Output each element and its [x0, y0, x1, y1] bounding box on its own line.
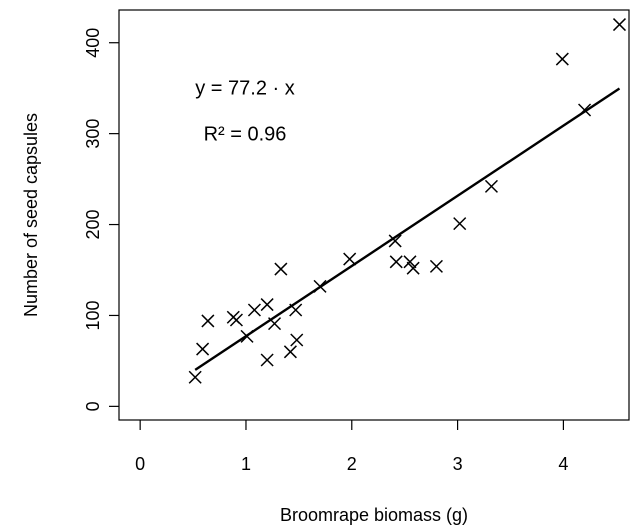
point	[313, 279, 327, 293]
point	[283, 345, 297, 359]
point	[274, 262, 288, 276]
x-tick-label: 3	[453, 454, 463, 474]
point	[240, 329, 254, 343]
point	[555, 52, 569, 66]
y-tick-label: 200	[83, 210, 103, 240]
point	[229, 313, 243, 327]
y-tick-label: 400	[83, 28, 103, 58]
point	[388, 234, 402, 248]
point	[612, 18, 627, 32]
point	[484, 179, 498, 193]
y-axis-label: Number of seed capsules	[21, 113, 41, 317]
point	[343, 252, 357, 266]
x-tick-label: 0	[135, 454, 145, 474]
y-tick-label: 100	[83, 300, 103, 330]
fit-line	[194, 87, 621, 371]
point	[453, 217, 467, 231]
point	[406, 261, 420, 275]
point	[290, 333, 304, 347]
point	[196, 342, 210, 356]
x-tick-label: 1	[241, 454, 251, 474]
plot-frame	[118, 9, 630, 421]
point	[403, 255, 417, 269]
point	[429, 259, 443, 273]
point	[289, 303, 303, 317]
point	[578, 103, 592, 117]
y-tick-label: 0	[83, 401, 103, 411]
x-axis-label: Broomrape biomass (g)	[280, 505, 468, 525]
r-squared: R² = 0.96	[204, 123, 287, 145]
x-tick-label: 2	[347, 454, 357, 474]
point	[389, 255, 403, 269]
point	[260, 298, 274, 312]
equation: y = 77.2 · x	[195, 77, 295, 99]
point	[268, 317, 282, 331]
point	[201, 314, 215, 328]
point	[260, 353, 274, 367]
x-tick-label: 4	[558, 454, 568, 474]
point	[247, 303, 261, 317]
point	[188, 370, 202, 384]
y-tick-label: 300	[83, 119, 103, 149]
